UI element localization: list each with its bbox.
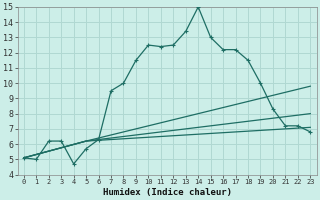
X-axis label: Humidex (Indice chaleur): Humidex (Indice chaleur)	[103, 188, 232, 197]
